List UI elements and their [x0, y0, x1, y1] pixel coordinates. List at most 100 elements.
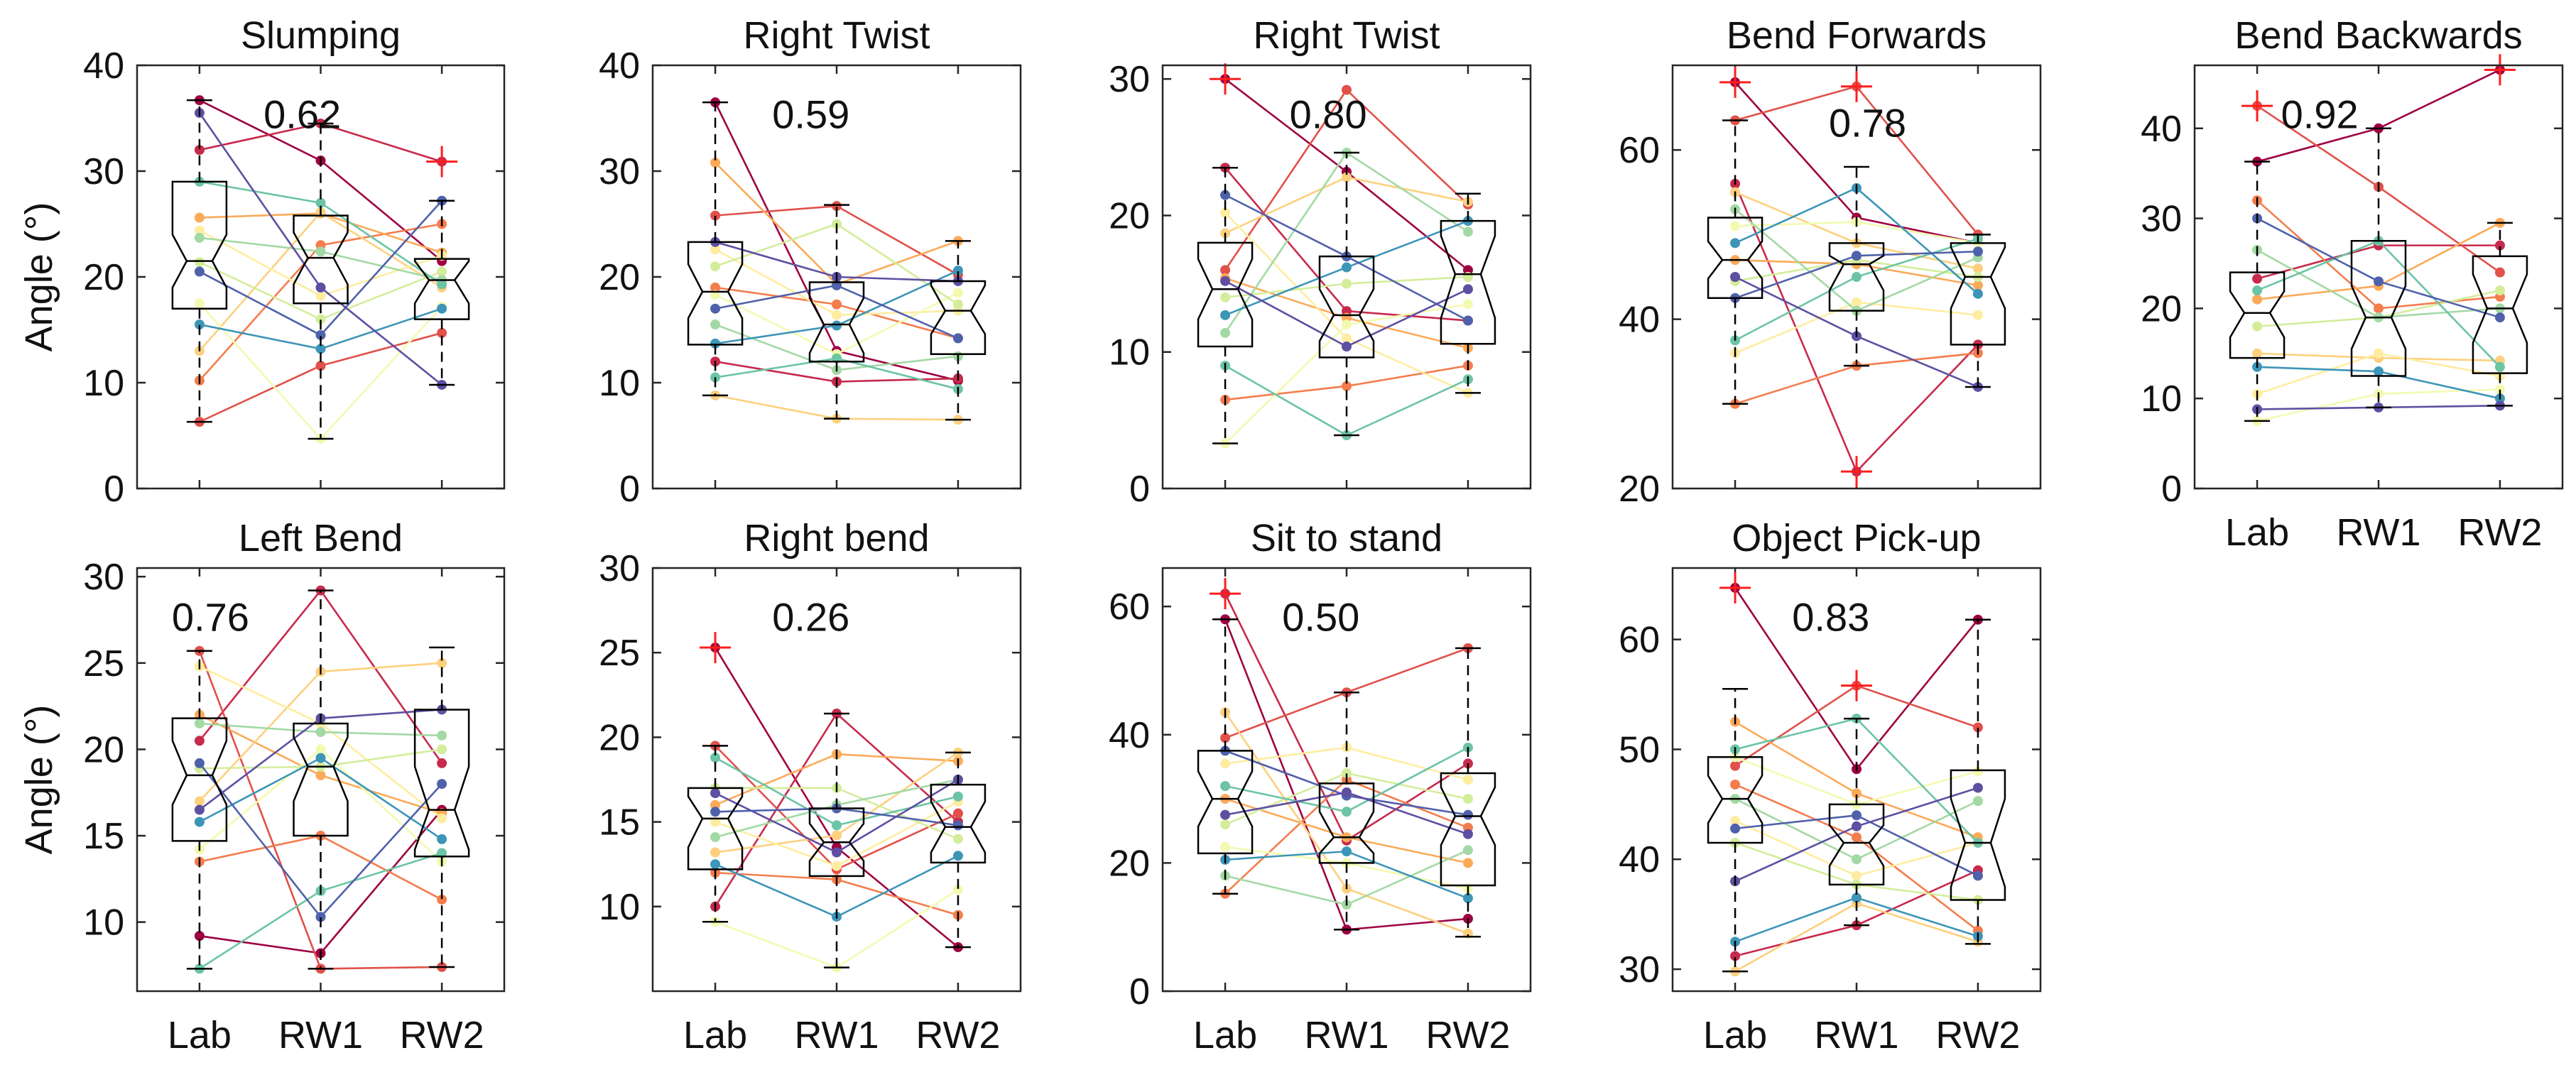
- subject-point: [1220, 781, 1231, 792]
- subject-point: [1342, 306, 1352, 317]
- subject-point: [1462, 299, 1473, 310]
- subject-point: [710, 244, 721, 255]
- panel-title: Right Twist: [1253, 14, 1440, 57]
- subject-line: [714, 753, 959, 806]
- subject-point: [832, 320, 842, 331]
- y-tick-label: 15: [83, 816, 124, 857]
- box: [930, 783, 987, 864]
- subject-point: [1852, 821, 1862, 831]
- subject-point: [832, 820, 842, 831]
- icc-value: 0.59: [772, 92, 849, 137]
- subject-point: [315, 361, 326, 371]
- subject-point: [1462, 794, 1473, 804]
- subject-point: [1462, 284, 1473, 295]
- subject-point: [194, 758, 205, 768]
- subject-point: [710, 158, 721, 168]
- panel-title: Sit to stand: [1251, 517, 1442, 559]
- subject-point: [194, 145, 205, 155]
- y-axis-label: Angle (°): [18, 705, 60, 855]
- box: [1440, 219, 1496, 345]
- subject-point: [710, 303, 721, 314]
- subject-point: [1852, 788, 1862, 799]
- subject-line: [2256, 244, 2500, 280]
- subject-point: [194, 225, 205, 236]
- subject-point: [315, 727, 326, 738]
- subject-point: [1462, 226, 1473, 237]
- subject-point: [1730, 951, 1741, 961]
- box: [293, 214, 349, 305]
- axes-frame: [136, 567, 506, 993]
- subject-point: [194, 320, 205, 330]
- box: [1197, 750, 1254, 855]
- y-tick-label: 40: [1619, 300, 1660, 341]
- subject-point: [952, 808, 963, 819]
- y-tick-label: 20: [2141, 288, 2182, 329]
- subject-point: [952, 266, 963, 276]
- subject-point: [1972, 796, 1983, 807]
- axes-frame: [1671, 567, 2042, 993]
- subject-point: [2252, 321, 2263, 332]
- subject-point: [1220, 275, 1231, 286]
- y-tick-label: 30: [2141, 199, 2182, 240]
- box: [808, 807, 865, 878]
- subject-point: [194, 298, 205, 309]
- subject-point: [1852, 870, 1862, 881]
- axes-frame: [651, 567, 1022, 993]
- subject-point: [194, 212, 205, 223]
- y-tick-label: 60: [1619, 130, 1660, 171]
- panel-title: Bend Forwards: [1727, 14, 1987, 57]
- subject-point: [315, 282, 326, 293]
- y-tick-label: 30: [83, 557, 124, 598]
- subject-point: [1342, 381, 1352, 391]
- panel-right-twist-1: Right Twist 0 10 20 30 40 0.59: [599, 14, 1022, 510]
- subject-point: [1462, 829, 1473, 839]
- x-category-label: RW1: [2336, 511, 2420, 554]
- subject-point: [1462, 265, 1473, 275]
- subject-point: [437, 266, 447, 277]
- subject-point: [1972, 310, 1983, 320]
- y-tick-label: 10: [83, 363, 124, 404]
- y-tick-label: 20: [1109, 195, 1150, 236]
- subject-point: [1220, 292, 1231, 302]
- subject-point: [315, 246, 326, 257]
- y-tick-label: 40: [1109, 715, 1150, 756]
- icc-value: 0.92: [2281, 92, 2359, 137]
- box: [1318, 782, 1375, 864]
- subject-point: [194, 817, 205, 827]
- icc-value: 0.83: [1792, 595, 1869, 640]
- subject-point: [952, 884, 963, 895]
- box: [413, 258, 470, 320]
- x-category-label: RW1: [794, 1014, 879, 1057]
- subject-point: [1730, 823, 1741, 834]
- y-tick-label: 20: [599, 257, 640, 298]
- y-tick-label: 30: [1109, 59, 1150, 100]
- subject-point: [1972, 280, 1983, 290]
- panel-title: Right Twist: [743, 14, 930, 57]
- subject-point: [437, 758, 447, 768]
- subject-point: [1342, 320, 1352, 330]
- y-tick-label: 40: [83, 45, 124, 87]
- subject-point: [1220, 207, 1231, 218]
- panel-bend-forwards: Bend Forwards 20 40 60 0.78: [1619, 14, 2042, 510]
- subject-point: [710, 753, 721, 763]
- y-tick-label: 20: [83, 257, 124, 298]
- axes-frame: [1161, 64, 1532, 490]
- subject-point: [1342, 84, 1352, 95]
- y-tick-label: 0: [619, 469, 640, 510]
- y-tick-label: 60: [1109, 586, 1150, 628]
- subject-point: [437, 730, 447, 741]
- subject-point: [1342, 807, 1352, 817]
- subject-point: [437, 813, 447, 824]
- x-category-label: RW2: [915, 1014, 1000, 1057]
- subject-point: [1342, 846, 1352, 857]
- subject-point: [1730, 760, 1741, 771]
- panel-slumping: Slumping 0 10 20 30 40 0.62 Angle (°): [18, 14, 506, 510]
- box: [930, 280, 987, 356]
- axes-frame: [2193, 64, 2564, 490]
- subject-point: [1972, 782, 1983, 793]
- box: [1950, 769, 2006, 901]
- subject-point: [194, 257, 205, 268]
- subject-point: [437, 848, 447, 858]
- subject-point: [315, 329, 326, 340]
- subject-point: [437, 303, 447, 314]
